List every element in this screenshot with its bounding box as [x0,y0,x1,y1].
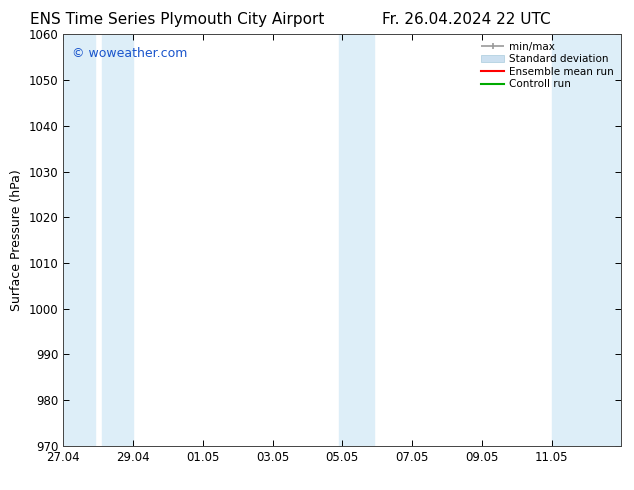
Text: ENS Time Series Plymouth City Airport: ENS Time Series Plymouth City Airport [30,12,325,27]
Text: Fr. 26.04.2024 22 UTC: Fr. 26.04.2024 22 UTC [382,12,550,27]
Bar [339,34,374,446]
Bar [552,34,621,446]
Bar [63,34,95,446]
Legend: min/max, Standard deviation, Ensemble mean run, Controll run: min/max, Standard deviation, Ensemble me… [479,40,616,92]
Bar [101,34,133,446]
Text: © woweather.com: © woweather.com [72,47,187,60]
Y-axis label: Surface Pressure (hPa): Surface Pressure (hPa) [10,169,23,311]
